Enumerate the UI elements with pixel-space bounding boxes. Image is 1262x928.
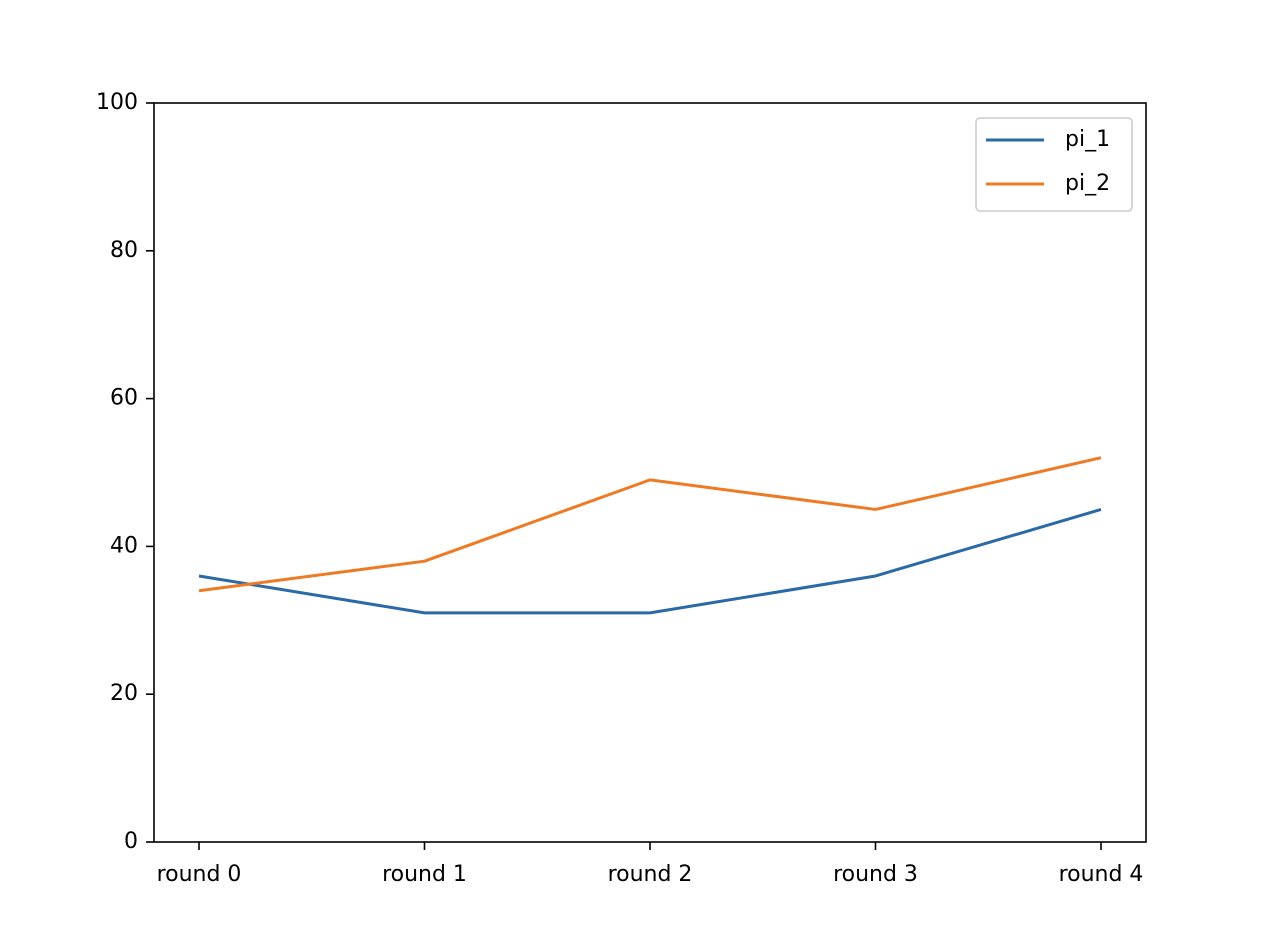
series-line-pi_1: [198, 508, 1102, 615]
legend-label-pi_1: pi_1: [1065, 127, 1110, 152]
x-tick-label: round 3: [833, 862, 918, 887]
y-tick-label: 100: [96, 90, 138, 115]
series-line-pi_2: [198, 456, 1102, 593]
x-tick-label: round 2: [608, 862, 693, 887]
x-tick-label: round 1: [382, 862, 467, 887]
y-tick-label: 60: [110, 386, 138, 411]
legend-label-pi_2: pi_2: [1065, 171, 1110, 196]
y-tick-label: 80: [110, 238, 138, 263]
x-tick-label: round 4: [1059, 862, 1144, 887]
plot-frame: [153, 102, 1147, 843]
lines-layer: [198, 456, 1102, 615]
x-tick-label: round 0: [157, 862, 242, 887]
y-tick-label: 40: [110, 533, 138, 558]
ticks-layer: 0 20 40 60 80 100 round 0 round 1 round 2 round 3…: [96, 90, 1143, 887]
legend: pi_1 pi_2: [975, 117, 1133, 212]
y-tick-label: 0: [124, 829, 138, 854]
y-tick-label: 20: [110, 681, 138, 706]
